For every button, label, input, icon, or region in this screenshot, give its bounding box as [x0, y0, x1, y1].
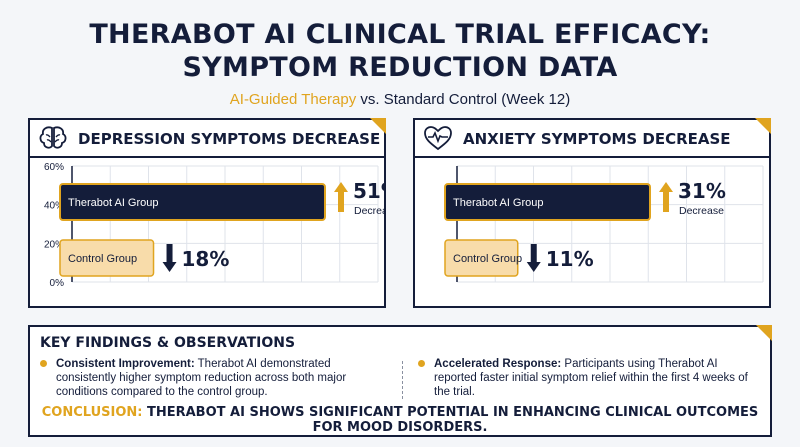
- key-findings-panel: KEY FINDINGS & OBSERVATIONS Consistent I…: [28, 325, 772, 437]
- heartbeat-icon: [424, 126, 452, 151]
- page-subtitle: AI-Guided Therapy vs. Standard Control (…: [0, 91, 800, 108]
- arrow-up-icon: [334, 182, 348, 212]
- y-tick-label: 0%: [50, 278, 65, 289]
- anxiety-bar-chart: Therabot AI Group 31% Decrease Control Grou…: [444, 165, 764, 283]
- finding-item: Consistent Improvement: Therabot AI demo…: [40, 357, 370, 399]
- bar-label: Control Group: [68, 253, 137, 265]
- value-note: Decrease: [354, 205, 384, 217]
- corner-accent: [756, 325, 772, 341]
- value-label: 51%: [353, 179, 384, 203]
- title-line-2: SYMPTOM REDUCTION DATA: [182, 52, 618, 83]
- corner-accent: [370, 118, 386, 134]
- finding-text: Participants using Therabot AI reported …: [434, 358, 748, 398]
- page-title: THERABOT AI CLINICAL TRIAL EFFICACY: SYM…: [0, 18, 800, 84]
- conclusion-label: CONCLUSION:: [41, 405, 143, 420]
- value-label: 18%: [182, 247, 230, 271]
- brain-icon: [39, 126, 67, 149]
- chart-header: ANXIETY SYMPTOMS DECREASE: [415, 120, 769, 158]
- finding-heading: Consistent Improvement:: [56, 358, 195, 370]
- y-tick-label: 40%: [44, 201, 64, 212]
- bullet-icon: [40, 360, 47, 367]
- value-note: Decrease: [679, 205, 724, 217]
- value-label: 31%: [678, 179, 726, 203]
- bar-therabot: [59, 183, 326, 221]
- depression-bar-chart: 60% 40% 20% 0% Therabot AI Group 51% Decrease C…: [44, 162, 384, 289]
- y-tick-label: 60%: [44, 162, 64, 173]
- finding-item: Accelerated Response: Participants using…: [418, 357, 748, 399]
- finding-heading: Accelerated Response:: [434, 358, 562, 370]
- bar-therabot: [444, 183, 651, 221]
- arrow-down-icon: [162, 244, 177, 272]
- depression-chart-panel: DEPRESSION SYMPTOMS DECREASE 60% 40% 20% 0%…: [28, 118, 386, 308]
- bullet-icon: [418, 360, 425, 367]
- corner-accent: [755, 118, 771, 134]
- subtitle-accent: AI-Guided Therapy: [229, 91, 357, 108]
- bar-label: Control Group: [453, 253, 522, 265]
- bar-control: [59, 239, 155, 277]
- divider: [402, 361, 403, 399]
- conclusion-text: THERABOT AI SHOWS SIGNIFICANT POTENTIAL …: [142, 405, 759, 435]
- chart-header: DEPRESSION SYMPTOMS DECREASE: [30, 120, 384, 158]
- findings-title: KEY FINDINGS & OBSERVATIONS: [40, 335, 296, 351]
- chart-title: ANXIETY SYMPTOMS DECREASE: [463, 130, 731, 148]
- value-label: 11%: [546, 247, 594, 271]
- arrow-up-icon: [659, 182, 673, 212]
- conclusion: CONCLUSION: THERABOT AI SHOWS SIGNIFICAN…: [30, 405, 770, 435]
- arrow-down-icon: [526, 244, 541, 272]
- bar-label: Therabot AI Group: [453, 197, 544, 209]
- bar-label: Therabot AI Group: [68, 197, 159, 209]
- bar-control: [444, 239, 519, 277]
- title-line-1: THERABOT AI CLINICAL TRIAL EFFICACY:: [89, 19, 711, 50]
- subtitle-rest: vs. Standard Control (Week 12): [356, 91, 571, 108]
- y-tick-label: 20%: [44, 239, 64, 250]
- chart-title: DEPRESSION SYMPTOMS DECREASE: [78, 130, 381, 148]
- anxiety-chart-panel: ANXIETY SYMPTOMS DECREASE Therabot AI Gr…: [413, 118, 771, 308]
- finding-text: Therabot AI demonstrated consistently hi…: [56, 358, 347, 398]
